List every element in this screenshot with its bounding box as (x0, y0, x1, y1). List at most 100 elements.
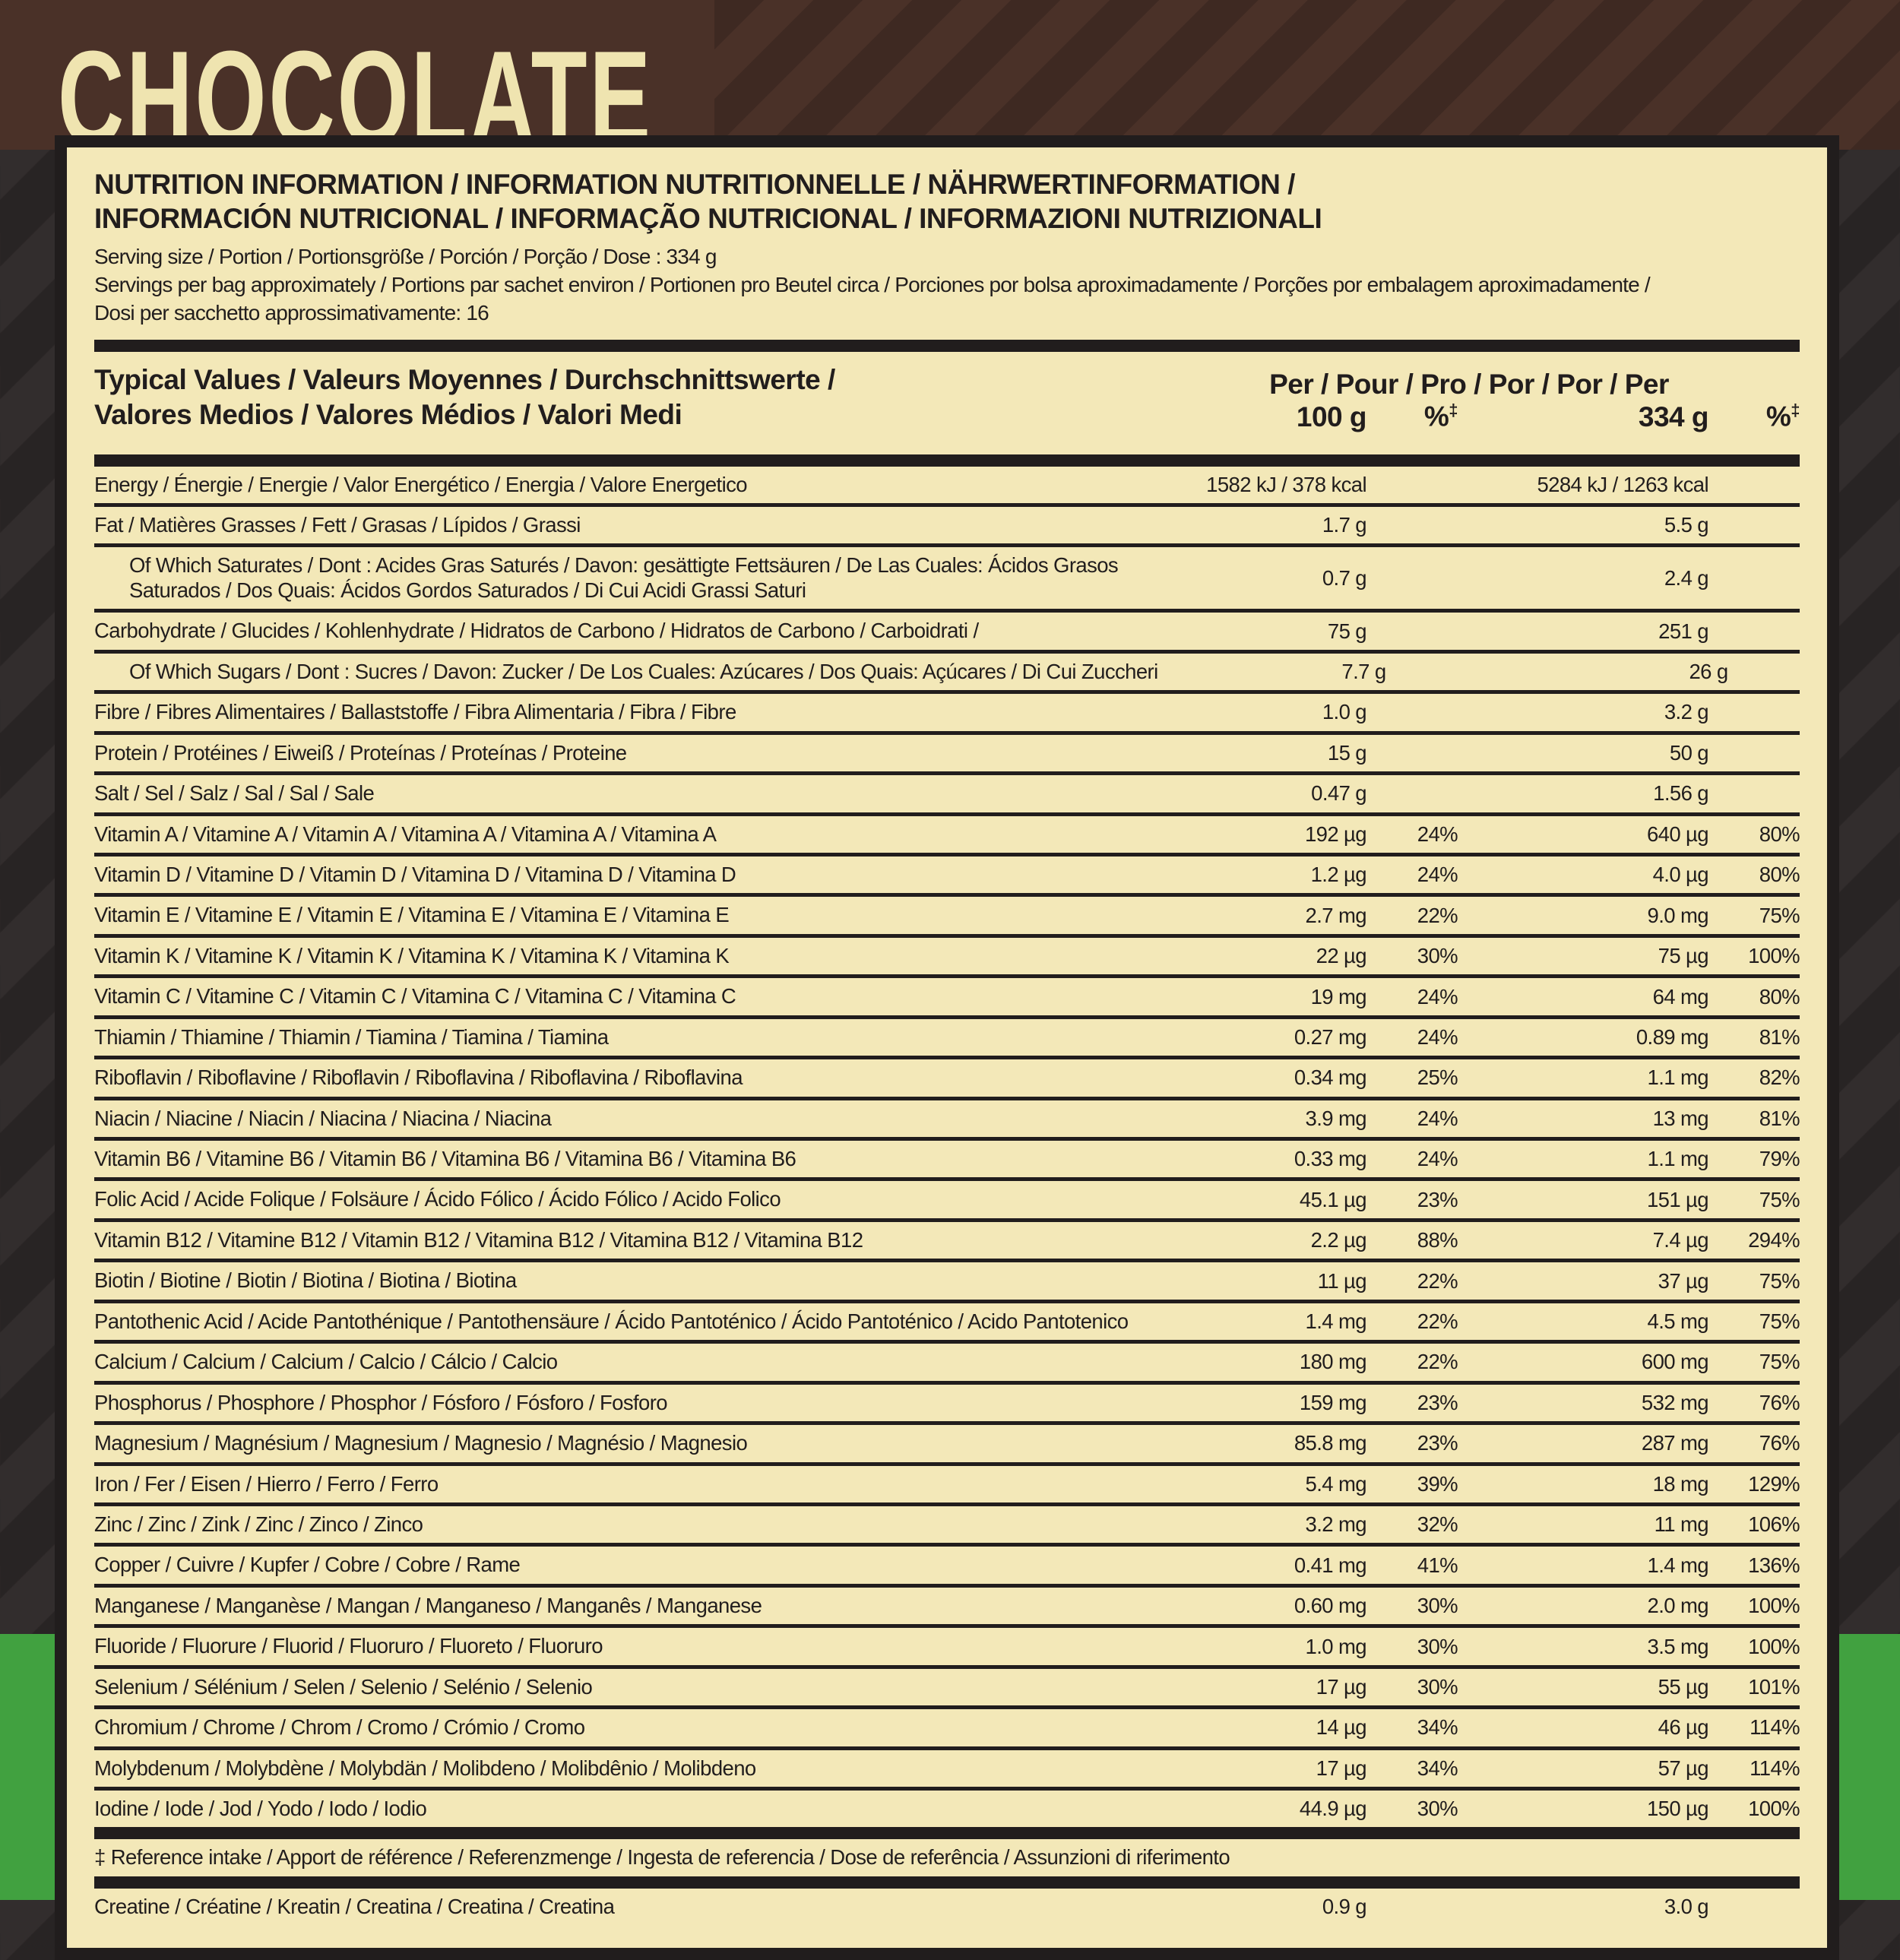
value-per-100g: 180 mg (1299, 1350, 1367, 1374)
table-row: ‡ Reference intake / Apport de référence… (94, 1839, 1800, 1889)
value-per-100g: 0.33 mg (1294, 1147, 1367, 1171)
row-label: Magnesium / Magnésium / Magnesium / Magn… (94, 1431, 748, 1455)
table-row: Protein / Protéines / Eiweiß / Proteínas… (94, 735, 1800, 776)
table-row: Fluoride / Fluorure / Fluorid / Fluoruro… (94, 1628, 1800, 1669)
value-per-334g: 26 g (1689, 660, 1728, 684)
value-per-100g: 7.7 g (1341, 660, 1386, 684)
row-label: Salt / Sel / Salz / Sal / Sal / Sale (94, 781, 375, 806)
value-per-100g: 159 mg (1299, 1390, 1367, 1414)
value-per-334g: 640 µg (1646, 822, 1709, 846)
pct-per-334g: 106% (1748, 1512, 1800, 1537)
value-per-100g: 1.4 mg (1305, 1309, 1367, 1334)
pct-per-334g: 75% (1759, 1268, 1800, 1293)
row-label: Chromium / Chrome / Chrom / Cromo / Cróm… (94, 1715, 585, 1740)
pct-per-100g: 24% (1417, 1147, 1458, 1171)
row-label: Fluoride / Fluorure / Fluorid / Fluoruro… (94, 1634, 603, 1658)
value-per-100g: 3.9 mg (1305, 1106, 1367, 1130)
table-row: Calcium / Calcium / Calcium / Calcio / C… (94, 1344, 1800, 1385)
pct-per-100g: 23% (1417, 1187, 1458, 1211)
pct-per-334g: 82% (1759, 1065, 1800, 1090)
row-label: Fibre / Fibres Alimentaires / Ballaststo… (94, 700, 736, 724)
value-per-100g: 0.41 mg (1294, 1553, 1367, 1577)
value-per-100g: 19 mg (1310, 984, 1367, 1008)
row-label: Manganese / Manganèse / Mangan / Mangane… (94, 1593, 762, 1617)
typical-values-heading: Typical Values / Valeurs Moyennes / Durc… (94, 363, 1138, 433)
pct-per-100g: 30% (1417, 1634, 1458, 1658)
row-label: Of Which Sugars / Dont : Sucres / Davon:… (129, 659, 1158, 683)
table-row: Energy / Énergie / Energie / Valor Energ… (94, 467, 1800, 508)
row-label: Copper / Cuivre / Kupfer / Cobre / Cobre… (94, 1553, 521, 1577)
value-per-100g: 14 µg (1316, 1715, 1367, 1740)
pct-per-100g: 30% (1417, 1797, 1458, 1821)
value-per-334g: 151 µg (1646, 1187, 1709, 1211)
row-label: Vitamin C / Vitamine C / Vitamin C / Vit… (94, 984, 736, 1008)
per-columns-heading: Per / Pour / Pro / Por / Por / Per 100 g… (1138, 369, 1800, 432)
table-row: Thiamin / Thiamine / Thiamin / Tiamina /… (94, 1019, 1800, 1060)
value-per-100g: 22 µg (1316, 944, 1367, 968)
pct-per-334g: 294% (1748, 1228, 1800, 1252)
table-row: Of Which Saturates / Dont : Acides Gras … (94, 547, 1800, 613)
row-label: Iodine / Iode / Jod / Yodo / Iodo / Iodi… (94, 1797, 427, 1821)
pct-per-100g: 32% (1417, 1512, 1458, 1537)
table-row: Iron / Fer / Eisen / Hierro / Ferro / Fe… (94, 1466, 1800, 1506)
pct-per-100g: 24% (1417, 863, 1458, 887)
row-label: Pantothenic Acid / Acide Pantothénique /… (94, 1309, 1129, 1333)
pct-per-100g: 30% (1417, 944, 1458, 968)
table-row: Zinc / Zinc / Zink / Zinc / Zinco / Zinc… (94, 1506, 1800, 1547)
value-per-334g: 4.5 mg (1647, 1309, 1709, 1334)
table-row: Fibre / Fibres Alimentaires / Ballaststo… (94, 694, 1800, 735)
value-per-100g: 75 g (1327, 619, 1367, 643)
row-label: Vitamin B12 / Vitamine B12 / Vitamin B12… (94, 1227, 863, 1252)
table-row: Chromium / Chrome / Chrom / Cromo / Cróm… (94, 1709, 1800, 1750)
table-row: Niacin / Niacine / Niacin / Niacina / Ni… (94, 1100, 1800, 1141)
value-per-334g: 37 µg (1658, 1268, 1709, 1293)
pct-per-334g: 81% (1759, 1024, 1800, 1049)
value-per-334g: 2.4 g (1664, 565, 1709, 590)
servings-per-bag-line2: Dosi per sacchetto approssimativamente: … (94, 301, 489, 325)
pct-per-334g: 100% (1748, 1634, 1800, 1658)
pct-per-334g: 75% (1759, 1187, 1800, 1211)
column-100g: 100 g (1296, 401, 1367, 432)
row-label: Folic Acid / Acide Folique / Folsäure / … (94, 1187, 781, 1211)
value-per-334g: 2.0 mg (1647, 1594, 1709, 1618)
row-label: Calcium / Calcium / Calcium / Calcio / C… (94, 1350, 558, 1374)
row-label: Iron / Fer / Eisen / Hierro / Ferro / Fe… (94, 1471, 439, 1496)
pct-per-334g: 80% (1759, 822, 1800, 846)
pct-per-100g: 88% (1417, 1228, 1458, 1252)
table-row: Salt / Sel / Salz / Sal / Sal / Sale 0.4… (94, 775, 1800, 816)
value-per-100g: 17 µg (1316, 1756, 1367, 1780)
pct-per-334g: 100% (1748, 1797, 1800, 1821)
value-per-334g: 55 µg (1658, 1674, 1709, 1699)
value-per-100g: 44.9 µg (1299, 1797, 1367, 1821)
value-per-334g: 1.1 mg (1647, 1147, 1709, 1171)
table-row: Vitamin C / Vitamine C / Vitamin C / Vit… (94, 978, 1800, 1019)
table-row: Pantothenic Acid / Acide Pantothénique /… (94, 1303, 1800, 1344)
value-per-100g: 0.9 g (1322, 1895, 1367, 1919)
value-per-334g: 11 mg (1654, 1512, 1709, 1537)
pct-per-100g: 41% (1417, 1553, 1458, 1577)
row-label: Of Which Saturates / Dont : Acides Gras … (129, 553, 1119, 602)
diagonal-stripes-decoration (714, 0, 1900, 150)
pct-per-100g: 30% (1417, 1594, 1458, 1618)
pct-per-334g: 129% (1748, 1471, 1800, 1496)
table-row: Vitamin D / Vitamine D / Vitamin D / Vit… (94, 857, 1800, 898)
row-label: Carbohydrate / Glucides / Kohlenhydrate … (94, 619, 979, 643)
panel-title: NUTRITION INFORMATION / INFORMATION NUTR… (94, 167, 1800, 236)
table-row: Creatine / Créatine / Kreatin / Creatina… (94, 1889, 1800, 1925)
row-label: Vitamin K / Vitamine K / Vitamin K / Vit… (94, 943, 730, 967)
pct-per-334g: 81% (1759, 1106, 1800, 1130)
value-per-100g: 1.0 mg (1305, 1634, 1367, 1658)
value-per-334g: 50 g (1669, 740, 1709, 765)
pct-per-334g: 75% (1759, 1309, 1800, 1334)
value-per-334g: 18 mg (1652, 1471, 1709, 1496)
panel-title-line1: NUTRITION INFORMATION / INFORMATION NUTR… (94, 169, 1295, 200)
typical-values-line2: Valores Medios / Valores Médios / Valori… (94, 399, 682, 431)
column-labels: 100 g %‡ 334 g %‡ (1138, 401, 1800, 432)
value-per-334g: 251 g (1658, 619, 1708, 643)
table-row: Vitamin K / Vitamine K / Vitamin K / Vit… (94, 938, 1800, 979)
row-label: Biotin / Biotine / Biotin / Biotina / Bi… (94, 1268, 517, 1293)
value-per-334g: 600 mg (1641, 1350, 1709, 1374)
value-per-100g: 192 µg (1304, 822, 1367, 846)
nutrition-table: Energy / Énergie / Energie / Valor Energ… (94, 467, 1800, 1926)
pct-per-334g: 79% (1759, 1147, 1800, 1171)
